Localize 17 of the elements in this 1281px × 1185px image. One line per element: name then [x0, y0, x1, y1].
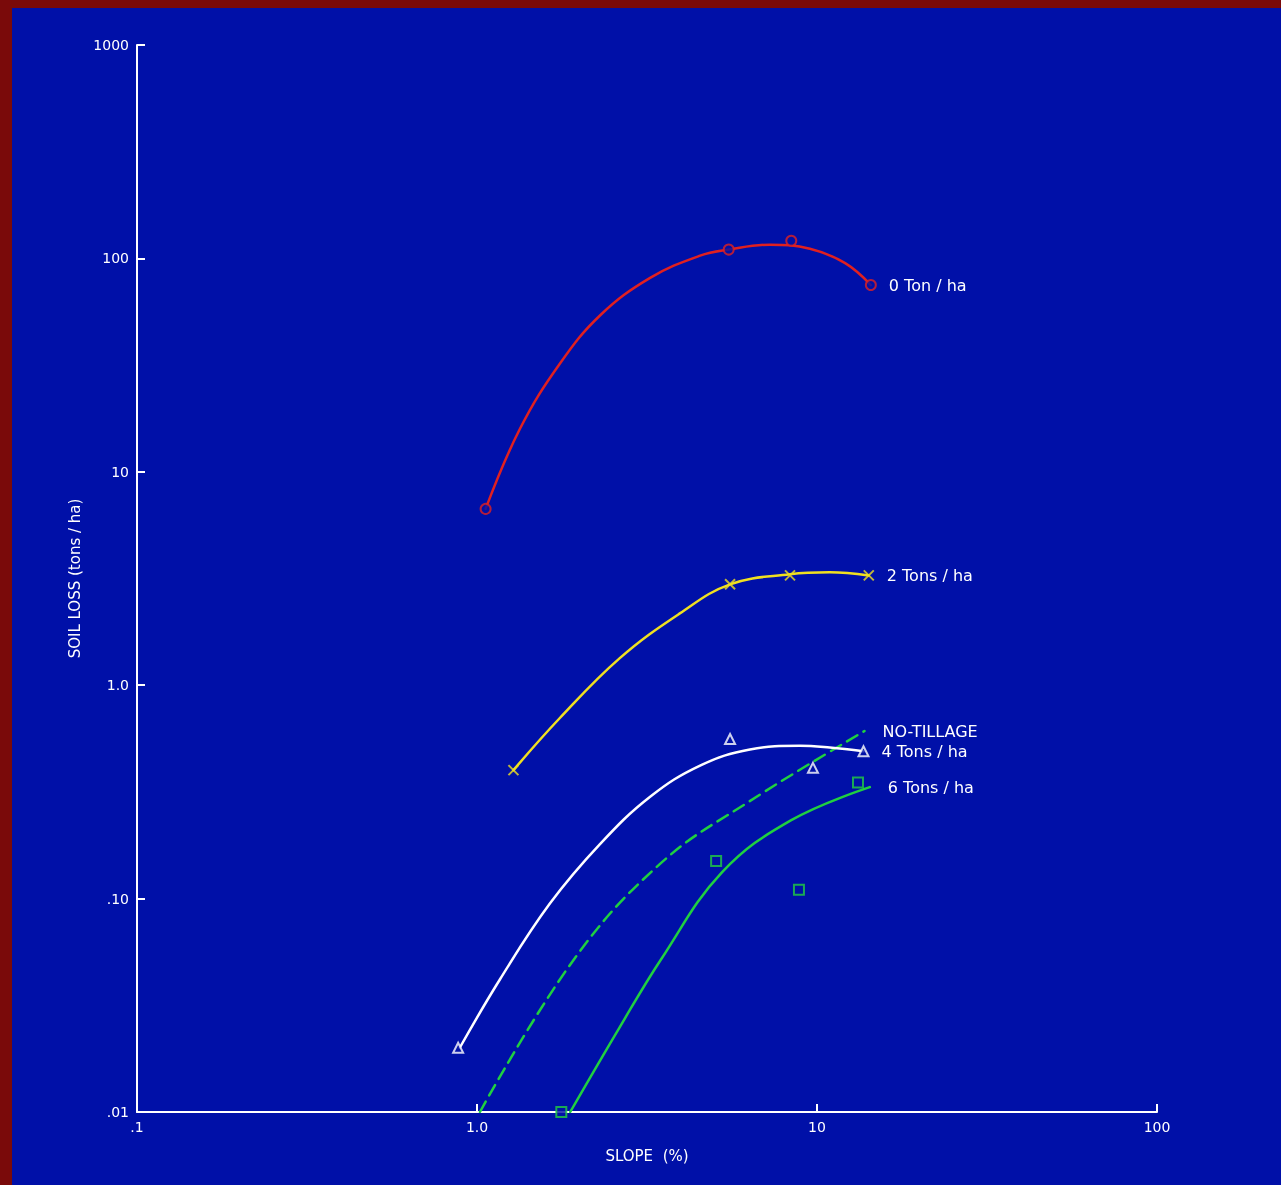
series-label: 2 Tons / ha: [886, 565, 973, 585]
x-tick-label: .1: [130, 1119, 144, 1135]
y-tick-label: 1.0: [106, 677, 129, 694]
x-tick-label: 100: [1143, 1119, 1171, 1135]
series-label: 0 Ton / ha: [888, 275, 967, 295]
x-axis-title: SLOPE (%): [605, 1146, 689, 1165]
y-tick-label: .01: [106, 1104, 129, 1120]
y-tick-label: 10: [111, 463, 129, 480]
y-tick-label: 100: [102, 250, 129, 267]
series-label: 4 Tons / ha: [881, 741, 968, 761]
x-tick-label: 1.0: [465, 1119, 489, 1135]
y-axis-title: SOIL LOSS (tons / ha): [65, 498, 84, 659]
series-label: NO-TILLAGE: [882, 721, 978, 741]
x-tick-label: 10: [808, 1119, 826, 1135]
y-tick-label: .10: [106, 890, 129, 907]
series-label: 6 Tons / ha: [887, 777, 974, 797]
y-tick-label: 1000: [93, 37, 129, 53]
